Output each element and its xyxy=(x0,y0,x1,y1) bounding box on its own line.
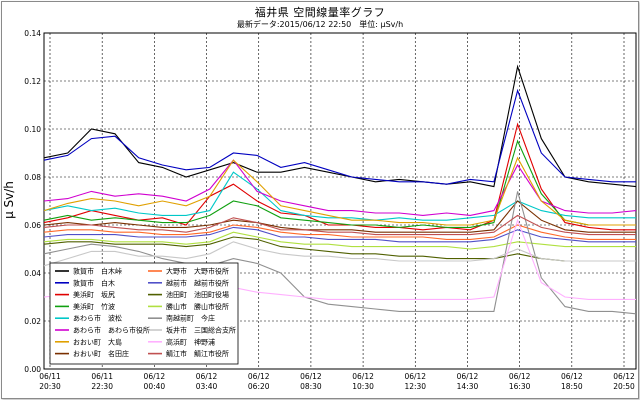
x-tick-label: 16:30 xyxy=(509,382,531,391)
x-tick-label: 10:30 xyxy=(352,382,374,391)
chart-title: 福井県 空間線量率グラフ xyxy=(254,6,386,19)
x-tick-label: 06/12 xyxy=(352,372,374,381)
series-line xyxy=(43,214,636,236)
legend-box xyxy=(49,262,239,365)
x-tick-label: 06/12 xyxy=(300,372,322,381)
legend-entry: 高浜町 神野浦 xyxy=(166,337,215,346)
legend-entry: おおい町 大島 xyxy=(73,337,122,346)
x-tick-label: 14:30 xyxy=(457,382,479,391)
x-tick-label: 06/11 xyxy=(91,372,113,381)
y-tick-label: 0.08 xyxy=(24,173,41,182)
series-line xyxy=(43,226,636,243)
series-line xyxy=(43,236,636,262)
y-tick-label: 0.04 xyxy=(24,269,41,278)
legend-entry: 越前市 越前市役所 xyxy=(166,278,229,287)
series-line xyxy=(43,200,636,233)
series-line xyxy=(43,191,637,315)
x-tick-label: 06/12 xyxy=(613,372,635,381)
y-tick-label: 0.10 xyxy=(24,125,41,134)
x-tick-label: 03:40 xyxy=(196,382,218,391)
y-tick-label: 0.12 xyxy=(24,77,41,86)
x-tick-label: 12:30 xyxy=(404,382,426,391)
series-line xyxy=(43,139,636,228)
legend-entry: 池田町 池田町役場 xyxy=(166,290,229,299)
x-tick-label: 20:30 xyxy=(39,382,61,391)
legend-entry: 美浜町 坂尻 xyxy=(73,290,115,299)
series-lines xyxy=(43,64,637,315)
y-tick-label: 0.00 xyxy=(24,365,41,374)
y-axis-label: μ Sv/h xyxy=(2,181,16,219)
legend-entry: あわら市 あわら市役所 xyxy=(73,326,150,335)
legend-entry: 敦賀市 白木 xyxy=(73,278,115,287)
series-line xyxy=(43,64,637,188)
series-line xyxy=(43,231,636,250)
y-tick-label: 0.06 xyxy=(24,221,41,230)
legend-entry: 南越前町 今庄 xyxy=(166,314,215,323)
series-line xyxy=(43,241,636,267)
legend-entry: おおい町 名田庄 xyxy=(73,349,129,358)
x-tick-label: 06/12 xyxy=(404,372,426,381)
x-tick-label: 06/11 xyxy=(39,372,61,381)
x-tick-label: 06/12 xyxy=(248,372,270,381)
x-tick-label: 06/12 xyxy=(457,372,479,381)
legend-entry: 鯖江市 鯖江市役所 xyxy=(166,349,229,358)
series-line xyxy=(43,88,636,185)
legend-entry: 美浜町 竹波 xyxy=(73,302,115,311)
series-line xyxy=(43,122,636,231)
series-line xyxy=(43,159,637,216)
legend-entry: 坂井市 三国総合支所 xyxy=(166,326,236,335)
y-tick-label: 0.14 xyxy=(24,29,41,38)
legend-entry: あわら市 波松 xyxy=(73,314,122,323)
chart-subtitle: 最新データ:2015/06/12 22:50 単位: μSv/h xyxy=(236,20,404,29)
legend-entry: 勝山市 勝山市役所 xyxy=(166,302,229,311)
x-tick-label: 08:30 xyxy=(300,382,322,391)
x-tick-label: 06/12 xyxy=(196,372,218,381)
x-tick-label: 06/12 xyxy=(509,372,531,381)
x-tick-label: 06:20 xyxy=(248,382,270,391)
x-tick-label: 18:50 xyxy=(561,382,583,391)
x-axis-ticks: 06/1120:3006/1122:3006/1200:4006/1203:40… xyxy=(39,372,635,391)
x-tick-label: 00:40 xyxy=(144,382,166,391)
legend-entry: 大野市 大野市役所 xyxy=(166,267,229,276)
y-axis-ticks: 0.00 0.02 0.04 0.06 0.08 0.10 0.12 0.14 xyxy=(24,29,41,374)
x-tick-label: 22:30 xyxy=(91,382,113,391)
y-tick-label: 0.02 xyxy=(24,317,41,326)
x-tick-label: 20:50 xyxy=(613,382,635,391)
legend-entry: 敦賀市 白木峠 xyxy=(73,267,122,276)
series-line xyxy=(43,156,636,226)
x-tick-label: 06/12 xyxy=(561,372,583,381)
series-line xyxy=(43,224,636,240)
x-tick-label: 06/12 xyxy=(144,372,166,381)
